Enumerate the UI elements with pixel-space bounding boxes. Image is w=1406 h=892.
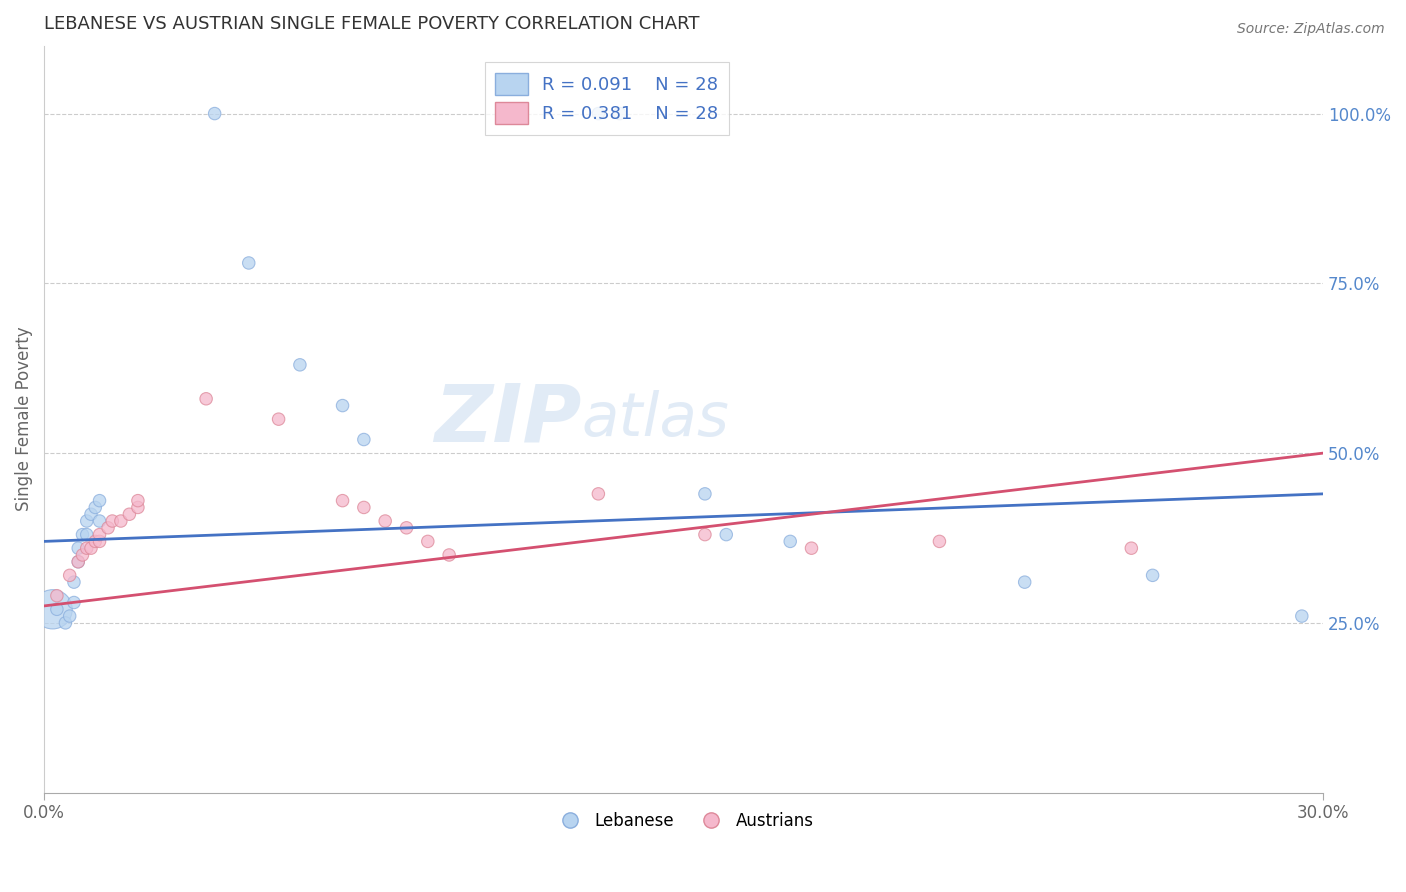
- Point: [97, 521, 120, 535]
- Point: [101, 514, 124, 528]
- Point: [779, 534, 801, 549]
- Point: [80, 507, 103, 521]
- Point: [1142, 568, 1164, 582]
- Point: [353, 433, 375, 447]
- Point: [118, 507, 141, 521]
- Point: [110, 514, 132, 528]
- Point: [67, 555, 90, 569]
- Point: [588, 106, 610, 120]
- Point: [89, 493, 111, 508]
- Point: [332, 399, 354, 413]
- Point: [45, 589, 67, 603]
- Point: [238, 256, 260, 270]
- Point: [1121, 541, 1143, 556]
- Point: [127, 493, 149, 508]
- Y-axis label: Single Female Poverty: Single Female Poverty: [15, 326, 32, 511]
- Point: [72, 548, 94, 562]
- Text: atlas: atlas: [581, 390, 730, 449]
- Point: [89, 534, 111, 549]
- Point: [693, 487, 716, 501]
- Point: [195, 392, 218, 406]
- Point: [127, 500, 149, 515]
- Text: Source: ZipAtlas.com: Source: ZipAtlas.com: [1237, 22, 1385, 37]
- Point: [67, 555, 90, 569]
- Point: [89, 527, 111, 541]
- Point: [80, 541, 103, 556]
- Point: [693, 527, 716, 541]
- Legend: Lebanese, Austrians: Lebanese, Austrians: [547, 805, 821, 837]
- Point: [72, 527, 94, 541]
- Point: [63, 595, 86, 609]
- Point: [928, 534, 950, 549]
- Point: [59, 609, 82, 624]
- Point: [76, 514, 98, 528]
- Point: [288, 358, 311, 372]
- Point: [84, 500, 107, 515]
- Point: [800, 541, 823, 556]
- Point: [76, 541, 98, 556]
- Point: [67, 541, 90, 556]
- Point: [353, 500, 375, 515]
- Point: [332, 493, 354, 508]
- Point: [63, 575, 86, 590]
- Point: [395, 521, 418, 535]
- Point: [374, 514, 396, 528]
- Point: [55, 615, 77, 630]
- Point: [76, 527, 98, 541]
- Point: [84, 534, 107, 549]
- Point: [59, 568, 82, 582]
- Point: [1291, 609, 1313, 624]
- Point: [609, 106, 631, 120]
- Point: [267, 412, 290, 426]
- Point: [416, 534, 439, 549]
- Text: LEBANESE VS AUSTRIAN SINGLE FEMALE POVERTY CORRELATION CHART: LEBANESE VS AUSTRIAN SINGLE FEMALE POVER…: [44, 15, 700, 33]
- Point: [41, 602, 63, 616]
- Point: [716, 527, 738, 541]
- Point: [204, 106, 226, 120]
- Point: [588, 487, 610, 501]
- Text: ZIP: ZIP: [434, 380, 581, 458]
- Point: [45, 602, 67, 616]
- Point: [89, 514, 111, 528]
- Point: [437, 548, 460, 562]
- Point: [1014, 575, 1036, 590]
